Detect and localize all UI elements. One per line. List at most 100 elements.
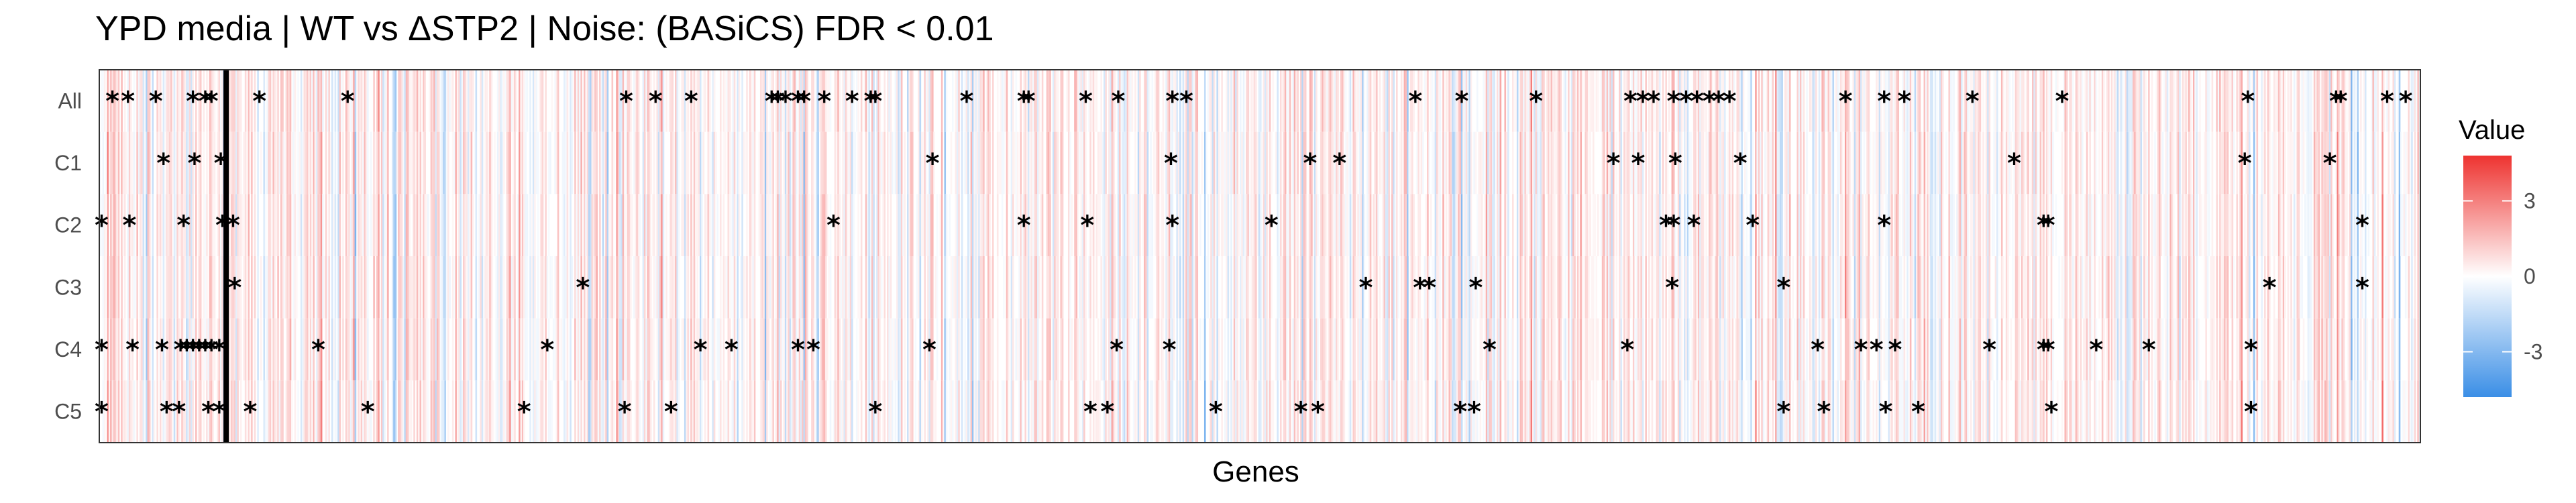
heatmap-cell: [484, 194, 486, 256]
heatmap-cell: [1360, 256, 1362, 319]
heatmap-cell: [313, 131, 315, 194]
heatmap-cell: [221, 256, 223, 319]
heatmap-cell: [1909, 256, 1912, 319]
heatmap-cell: [2148, 256, 2150, 319]
heatmap-cell: [701, 318, 703, 381]
heatmap-cell: [958, 70, 960, 132]
heatmap-cell: [1964, 70, 1966, 132]
heatmap-cell: [1032, 70, 1034, 132]
heatmap-cell: [686, 131, 688, 194]
heatmap-cell: [648, 194, 651, 256]
heatmap-cell: [887, 70, 889, 132]
heatmap-cell: [2373, 131, 2376, 194]
heatmap-cell: [266, 131, 268, 194]
heatmap-cell: [696, 318, 698, 381]
heatmap-cell: [325, 194, 327, 256]
heatmap-cell: [1849, 194, 1851, 256]
heatmap-cell: [345, 318, 347, 381]
heatmap-cell: [1896, 256, 1898, 319]
heatmap-cell: [1549, 70, 1551, 132]
heatmap-cell: [1916, 70, 1918, 132]
heatmap-cell: [1711, 256, 1714, 319]
heatmap-cell: [896, 318, 898, 381]
heatmap-cell: [1988, 131, 1991, 194]
heatmap-cell: [1710, 70, 1712, 132]
heatmap-cell: [117, 318, 120, 381]
heatmap-cell: [1301, 194, 1303, 256]
heatmap-cell: [1195, 194, 1197, 256]
heatmap-cell: [600, 131, 602, 194]
heatmap-cell: [1032, 318, 1034, 381]
heatmap-cell: [1784, 70, 1786, 132]
heatmap-cell: [362, 194, 364, 256]
heatmap-cell: [692, 194, 694, 256]
heatmap-cell: [211, 70, 213, 132]
heatmap-cell: [1014, 131, 1016, 194]
heatmap-cell: [1755, 131, 1757, 194]
heatmap-cell: [1637, 194, 1640, 256]
heatmap-cell: [2236, 70, 2239, 132]
heatmap-cell: [1626, 70, 1629, 132]
heatmap-cell: [2185, 194, 2187, 256]
heatmap-cell: [1253, 194, 1256, 256]
heatmap-cell: [411, 194, 414, 256]
heatmap-cell: [1815, 256, 1817, 319]
heatmap-cell: [930, 194, 932, 256]
heatmap-cell: [627, 70, 629, 132]
heatmap-cell: [1778, 131, 1780, 194]
heatmap-cell: [673, 194, 676, 256]
heatmap-cell: [1046, 194, 1049, 256]
heatmap-cell: [2267, 70, 2269, 132]
heatmap-cell: [416, 131, 419, 194]
heatmap-cell: [949, 318, 951, 381]
heatmap-cell: [555, 256, 558, 319]
heatmap-cell: [1894, 131, 1896, 194]
heatmap-cell: [1953, 194, 1955, 256]
heatmap-cell: [277, 131, 279, 194]
heatmap-cell: [2089, 131, 2091, 194]
heatmap-cell: [540, 131, 543, 194]
heatmap-cell: [1812, 131, 1815, 194]
heatmap-cell: [2166, 256, 2169, 319]
heatmap-cell: [981, 318, 983, 381]
heatmap-cell: [1758, 70, 1760, 132]
heatmap-cell: [2188, 194, 2190, 256]
heatmap-cell: [113, 131, 115, 194]
heatmap-cell: [803, 318, 806, 381]
heatmap-cell: [400, 256, 403, 319]
heatmap-cell: [918, 131, 920, 194]
heatmap-cell: [2128, 194, 2130, 256]
heatmap-cell: [1030, 131, 1033, 194]
heatmap-cell: [1024, 131, 1026, 194]
heatmap-cell: [186, 256, 188, 319]
heatmap-cell: [2402, 194, 2404, 256]
heatmap-cell: [880, 131, 883, 194]
heatmap-cell: [792, 194, 794, 256]
heatmap-cell: [1481, 194, 1483, 256]
heatmap-cell: [239, 131, 242, 194]
heatmap-cell: [914, 318, 917, 381]
heatmap-cell: [1470, 194, 1472, 256]
heatmap-cell: [2394, 70, 2396, 132]
heatmap-cell: [1876, 70, 1878, 132]
heatmap-cell: [1574, 70, 1576, 132]
heatmap-cell: [955, 256, 957, 319]
heatmap-cell: [1144, 318, 1146, 381]
heatmap-cell: [908, 131, 910, 194]
heatmap-cell: [1862, 194, 1864, 256]
heatmap-cell: [1897, 131, 1899, 194]
heatmap-cell: [806, 194, 808, 256]
heatmap-cell: [1071, 318, 1073, 381]
heatmap-cell: [103, 194, 106, 256]
heatmap-cell: [467, 318, 470, 381]
heatmap-cell: [845, 194, 847, 256]
heatmap-cell: [2166, 131, 2169, 194]
heatmap-cell: [919, 318, 922, 381]
heatmap-cell: [1277, 256, 1279, 319]
heatmap-cell: [741, 70, 743, 132]
heatmap-cell: [108, 318, 111, 381]
heatmap-cell: [1357, 70, 1359, 132]
heatmap-cell: [283, 256, 286, 319]
heatmap-cell: [701, 194, 703, 256]
heatmap-cell: [767, 131, 770, 194]
